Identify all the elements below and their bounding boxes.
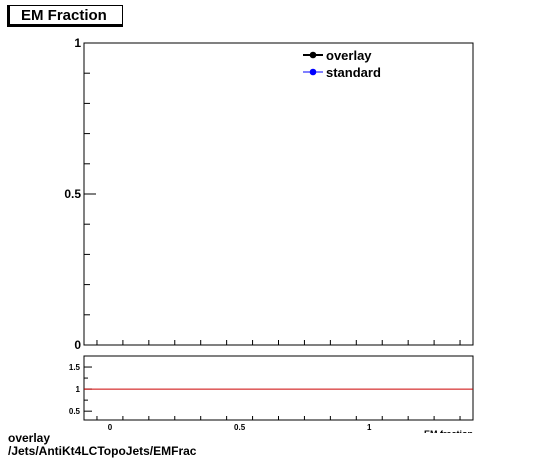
- legend-label-overlay: overlay: [326, 48, 372, 63]
- footer-line-1: overlay: [8, 431, 51, 445]
- ratio-x-tick-label: 0.5: [234, 423, 246, 432]
- ratio-x-axis: 0 0.5 1: [96, 416, 461, 432]
- footer-caption: overlay /Jets/AntiKt4LCTopoJets/EMFrac: [8, 432, 196, 458]
- ratio-x-tick-label: 0: [108, 423, 113, 432]
- x-axis-title: EM fraction: [424, 429, 473, 439]
- chart-title-box: EM Fraction: [7, 5, 123, 27]
- footer-line-2: /Jets/AntiKt4LCTopoJets/EMFrac: [8, 444, 197, 458]
- ratio-y-tick-label: 0.5: [69, 407, 81, 416]
- legend-label-standard: standard: [326, 65, 381, 80]
- y-tick-label: 0: [74, 338, 81, 352]
- ratio-y-tick-label: 1: [76, 385, 81, 394]
- legend: overlay standard: [303, 48, 381, 80]
- ratio-y-tick-label: 1.5: [69, 363, 81, 372]
- main-plot-border: [83, 42, 474, 346]
- legend-marker-standard: [309, 68, 317, 76]
- y-tick-label: 1: [74, 36, 81, 50]
- ratio-plot-border: [83, 355, 474, 421]
- main-x-axis: [96, 340, 461, 345]
- main-y-axis: 00.51: [64, 36, 96, 352]
- main-plot-frame: [83, 42, 474, 346]
- legend-marker-overlay: [309, 51, 317, 59]
- ratio-x-tick-label: 1: [367, 423, 372, 432]
- y-tick-label: 0.5: [64, 187, 81, 201]
- chart-title: EM Fraction: [21, 7, 107, 24]
- ratio-plot-frame: [83, 355, 474, 421]
